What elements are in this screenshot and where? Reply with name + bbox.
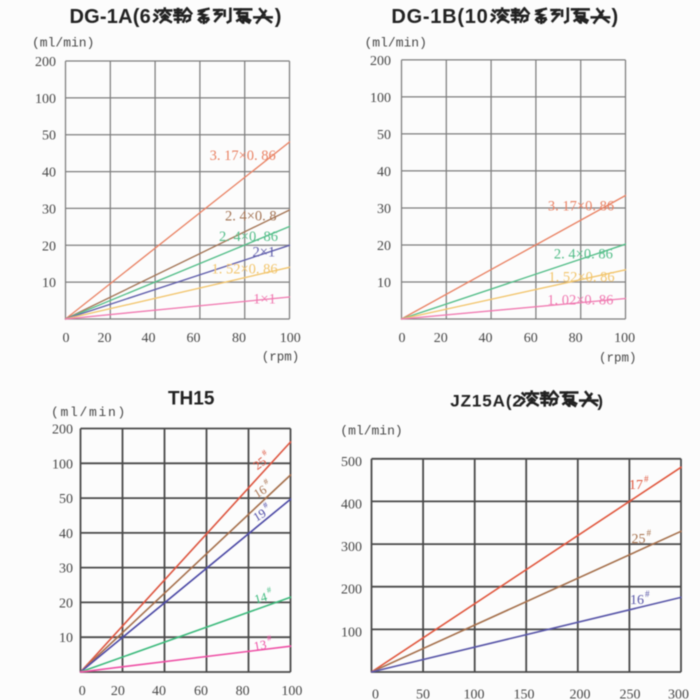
svg-text:#: # — [261, 499, 270, 510]
svg-text:100: 100 — [52, 457, 73, 472]
svg-text:0: 0 — [372, 688, 379, 700]
svg-text:(rpm): (rpm) — [599, 352, 637, 366]
svg-text:30: 30 — [377, 202, 391, 217]
svg-text:17: 17 — [629, 478, 643, 493]
svg-text:200: 200 — [370, 54, 391, 69]
svg-text:100: 100 — [464, 688, 485, 700]
svg-text:150: 150 — [514, 688, 535, 700]
svg-text:1. 02×0. 86: 1. 02×0. 86 — [547, 292, 613, 308]
svg-text:10: 10 — [42, 276, 56, 291]
svg-text:40: 40 — [377, 165, 391, 180]
svg-text:100: 100 — [35, 92, 56, 107]
svg-text:10: 10 — [377, 276, 391, 291]
svg-text:100: 100 — [370, 91, 391, 106]
svg-text:3. 17×0. 86: 3. 17×0. 86 — [548, 199, 614, 215]
svg-text:40: 40 — [479, 331, 493, 346]
svg-text:3. 17×0. 86: 3. 17×0. 86 — [210, 148, 276, 164]
svg-text:2. 4×0. 86: 2. 4×0. 86 — [554, 246, 613, 262]
svg-text:(ml/min): (ml/min) — [365, 36, 427, 51]
svg-text:200: 200 — [35, 55, 56, 70]
svg-text:100: 100 — [280, 331, 301, 346]
svg-text:100: 100 — [614, 331, 635, 346]
svg-text:300: 300 — [341, 540, 362, 555]
svg-text:40: 40 — [59, 527, 73, 542]
svg-text:60: 60 — [187, 331, 201, 346]
svg-text:300: 300 — [668, 688, 689, 700]
svg-text:#: # — [645, 589, 650, 599]
svg-text:500: 500 — [341, 455, 362, 470]
svg-text:(ml/min): (ml/min) — [51, 405, 127, 420]
svg-text:2. 4×0. 8: 2. 4×0. 8 — [225, 208, 277, 224]
svg-text:): ) — [597, 391, 603, 410]
svg-text:20: 20 — [59, 596, 73, 611]
svg-text:30: 30 — [42, 202, 56, 217]
svg-text:20: 20 — [434, 331, 448, 346]
svg-text:1×1: 1×1 — [253, 292, 276, 308]
svg-text:#: # — [261, 476, 270, 487]
svg-text:19: 19 — [251, 506, 269, 524]
svg-text:DG-1A(6: DG-1A(6 — [70, 6, 151, 28]
svg-text:50: 50 — [59, 492, 73, 507]
svg-text:10: 10 — [59, 631, 73, 646]
svg-text:200: 200 — [52, 423, 73, 438]
svg-text:JZ15A(2: JZ15A(2 — [450, 391, 522, 410]
svg-text:20: 20 — [377, 239, 391, 254]
svg-text:100: 100 — [341, 625, 362, 640]
svg-text:14: 14 — [253, 590, 269, 607]
svg-text:0: 0 — [79, 684, 86, 699]
svg-text:(ml/min): (ml/min) — [340, 424, 402, 439]
svg-text:#: # — [266, 632, 273, 643]
svg-text:1. 52×0. 86: 1. 52×0. 86 — [212, 261, 278, 277]
svg-text:80: 80 — [232, 331, 246, 346]
svg-text:50: 50 — [377, 128, 391, 143]
svg-text:25: 25 — [632, 532, 646, 547]
svg-text:#: # — [266, 584, 273, 595]
svg-text:TH15: TH15 — [168, 388, 215, 409]
svg-text:60: 60 — [194, 684, 208, 699]
svg-text:0: 0 — [399, 331, 406, 346]
svg-text:50: 50 — [416, 688, 430, 700]
svg-text:40: 40 — [152, 684, 166, 699]
svg-text:200: 200 — [570, 688, 591, 700]
svg-text:80: 80 — [236, 684, 250, 699]
svg-text:#: # — [259, 447, 269, 458]
svg-text:250: 250 — [620, 688, 641, 700]
svg-text:16: 16 — [251, 482, 269, 500]
svg-text:): ) — [612, 6, 619, 28]
svg-text:2. 4×0. 86: 2. 4×0. 86 — [219, 229, 278, 245]
svg-text:(ml/min): (ml/min) — [32, 36, 94, 51]
svg-text:20: 20 — [42, 239, 56, 254]
svg-text:40: 40 — [42, 166, 56, 181]
svg-text:60: 60 — [524, 331, 538, 346]
svg-text:#: # — [644, 474, 649, 484]
svg-text:80: 80 — [569, 331, 583, 346]
svg-text:40: 40 — [142, 331, 156, 346]
svg-text:#: # — [647, 528, 652, 538]
svg-text:DG-1B(10: DG-1B(10 — [391, 6, 488, 28]
svg-text:13: 13 — [253, 637, 268, 653]
svg-text:): ) — [275, 6, 282, 28]
svg-text:20: 20 — [111, 684, 125, 699]
svg-text:2×1: 2×1 — [253, 244, 276, 260]
svg-text:100: 100 — [281, 684, 302, 699]
svg-text:50: 50 — [42, 129, 56, 144]
svg-text:0: 0 — [63, 331, 70, 346]
svg-text:1. 52×0. 86: 1. 52×0. 86 — [548, 270, 614, 286]
svg-text:20: 20 — [98, 331, 112, 346]
svg-text:30: 30 — [59, 562, 73, 577]
svg-text:16: 16 — [630, 593, 644, 608]
svg-text:400: 400 — [341, 497, 362, 512]
svg-text:(rpm): (rpm) — [262, 351, 300, 365]
svg-text:200: 200 — [341, 583, 362, 598]
